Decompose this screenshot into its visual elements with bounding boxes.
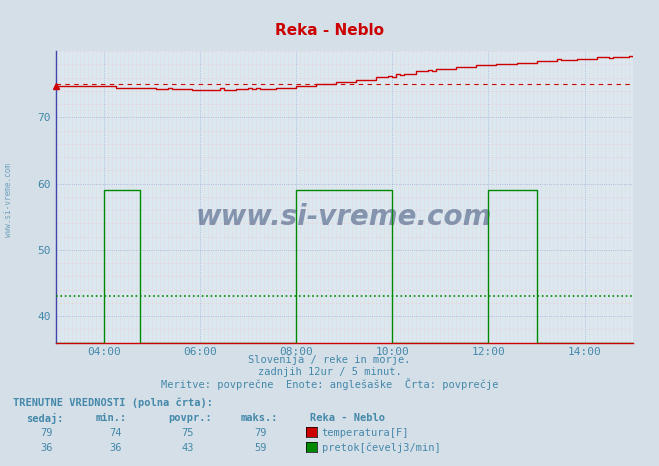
- Text: www.si-vreme.com: www.si-vreme.com: [4, 164, 13, 237]
- Text: 75: 75: [182, 428, 194, 438]
- Text: 59: 59: [254, 443, 266, 452]
- Text: maks.:: maks.:: [241, 413, 278, 423]
- Text: 36: 36: [109, 443, 121, 452]
- Text: temperatura[F]: temperatura[F]: [322, 428, 409, 438]
- Text: povpr.:: povpr.:: [168, 413, 212, 423]
- Text: 36: 36: [40, 443, 52, 452]
- Text: Reka - Neblo: Reka - Neblo: [275, 23, 384, 38]
- Text: Slovenija / reke in morje.: Slovenija / reke in morje.: [248, 355, 411, 365]
- Text: Meritve: povprečne  Enote: anglešaške  Črta: povprečje: Meritve: povprečne Enote: anglešaške Črt…: [161, 378, 498, 391]
- Text: TRENUTNE VREDNOSTI (polna črta):: TRENUTNE VREDNOSTI (polna črta):: [13, 397, 213, 408]
- Text: www.si-vreme.com: www.si-vreme.com: [196, 203, 492, 231]
- Text: zadnjih 12ur / 5 minut.: zadnjih 12ur / 5 minut.: [258, 367, 401, 377]
- Text: 43: 43: [182, 443, 194, 452]
- Text: pretok[čevelj3/min]: pretok[čevelj3/min]: [322, 443, 440, 453]
- Text: Reka - Neblo: Reka - Neblo: [310, 413, 385, 423]
- Text: sedaj:: sedaj:: [26, 413, 64, 425]
- Text: min.:: min.:: [96, 413, 127, 423]
- Text: 79: 79: [40, 428, 52, 438]
- Text: 74: 74: [109, 428, 121, 438]
- Text: 79: 79: [254, 428, 266, 438]
